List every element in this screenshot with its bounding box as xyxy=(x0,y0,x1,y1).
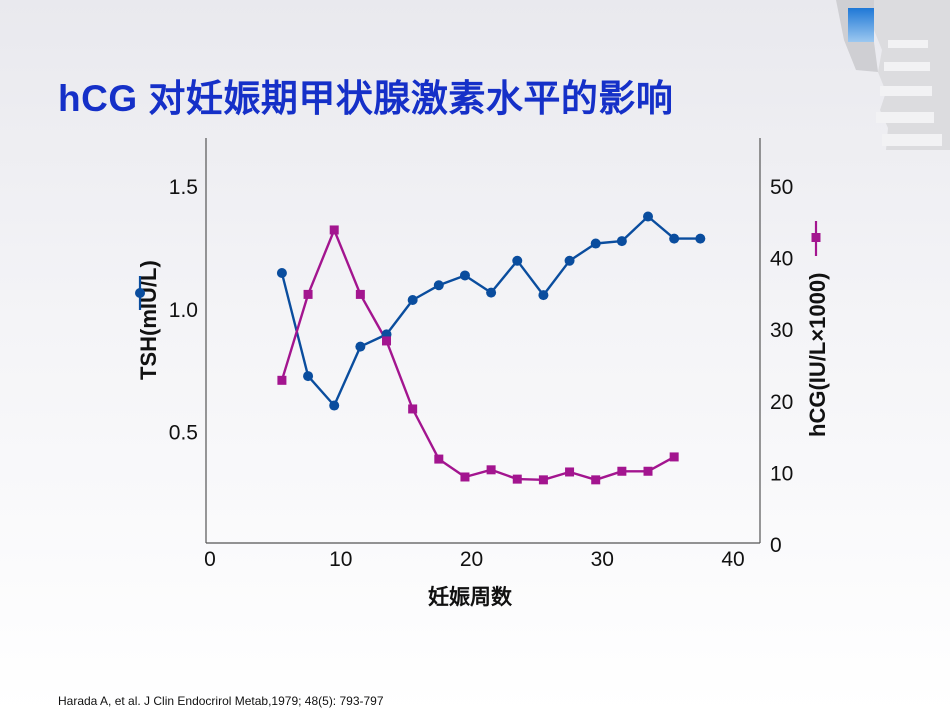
hcg-data-point xyxy=(538,475,548,485)
right-y-tick-label: 20 xyxy=(770,391,793,414)
right-y-tick-label: 30 xyxy=(770,319,793,342)
hcg-data-point xyxy=(460,472,470,482)
left-y-tick-label: 1.0 xyxy=(169,299,198,322)
x-tick-label: 20 xyxy=(460,548,483,571)
x-axis-title: 妊娠周数 xyxy=(428,585,513,609)
hcg-data-point xyxy=(486,465,496,475)
tsh-data-point xyxy=(695,233,706,244)
citation: Harada A, et al. J Clin Endocrirol Metab… xyxy=(58,694,384,708)
right-y-tick-label: 40 xyxy=(770,248,793,271)
hcg-data-point xyxy=(408,404,418,414)
hcg-data-point xyxy=(382,336,392,346)
left-y-tick-labels: 0.5 1.0 1.5 xyxy=(169,176,198,444)
hcg-data-point xyxy=(329,225,339,235)
tsh-data-point xyxy=(669,233,680,244)
tsh-data-point xyxy=(643,211,654,222)
tsh-data-point xyxy=(459,270,470,281)
right-y-tick-label: 50 xyxy=(770,176,793,199)
tsh-data-point xyxy=(433,280,444,291)
hcg-data-point xyxy=(617,466,627,476)
hcg-data-point xyxy=(512,474,522,484)
hcg-data-point xyxy=(565,467,575,477)
hcg-data-point xyxy=(355,289,365,299)
tsh-data-point xyxy=(512,255,523,266)
x-tick-label: 40 xyxy=(721,548,744,571)
tsh-data-point xyxy=(564,255,575,266)
x-tick-label: 30 xyxy=(591,548,614,571)
hcg-data-point xyxy=(591,475,601,485)
hcg-legend-marker xyxy=(811,233,821,242)
tsh-series-line xyxy=(280,215,701,407)
hcg-data-point xyxy=(303,289,313,299)
left-y-tick-label: 0.5 xyxy=(169,422,198,445)
hcg-data-point xyxy=(643,466,653,476)
right-y-tick-labels: 0 10 20 30 40 50 xyxy=(770,176,793,557)
tsh-data-point xyxy=(407,295,418,305)
tsh-data-point xyxy=(355,341,366,352)
tsh-data-point xyxy=(486,287,497,298)
x-tick-label: 10 xyxy=(329,548,352,571)
hcg-data-point xyxy=(434,454,444,464)
x-tick-label: 0 xyxy=(204,548,216,571)
right-y-tick-label: 0 xyxy=(770,534,782,557)
series-markers xyxy=(276,211,706,485)
tsh-data-point xyxy=(329,400,340,411)
x-tick-labels: 0 10 20 30 40 xyxy=(204,548,745,571)
tsh-data-point xyxy=(276,268,287,278)
tsh-data-point xyxy=(303,371,314,382)
right-axis-title: hCG(IU/L×1000) xyxy=(805,273,830,437)
tsh-data-point xyxy=(590,238,601,249)
left-y-tick-label: 1.5 xyxy=(169,176,198,199)
right-y-tick-label: 10 xyxy=(770,462,793,485)
hcg-data-point xyxy=(277,375,287,385)
right-axis-title-group: hCG(IU/L×1000) xyxy=(805,221,830,437)
staircase-illustration xyxy=(836,0,950,150)
left-axis-title-group: TSH(mIU/L) xyxy=(135,260,161,380)
slide-title: hCG 对妊娠期甲状腺激素水平的影响 xyxy=(58,78,674,119)
tsh-legend-marker xyxy=(135,288,145,298)
tsh-data-point xyxy=(538,290,549,301)
hcg-data-point xyxy=(669,452,679,462)
tsh-data-point xyxy=(616,236,627,247)
hcg-series-line xyxy=(280,228,675,481)
series-lines xyxy=(280,215,701,481)
